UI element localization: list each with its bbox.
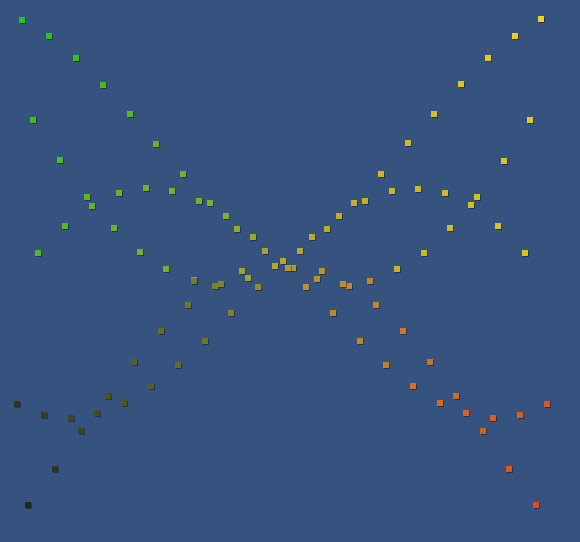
particle-top-right-arm-0	[538, 16, 544, 22]
particle-bottom-left-arm-18	[255, 284, 261, 290]
particle-top-right-arm-12	[474, 194, 480, 200]
particle-bottom-left-arm-17	[218, 281, 224, 287]
particle-bottom-left-arm-5	[78, 428, 84, 434]
particle-bottom-left-arm-14	[185, 302, 191, 308]
particle-top-left-arm-0	[19, 17, 25, 23]
particle-bottom-left-arm-2	[14, 401, 20, 407]
particle-bottom-left-arm-7	[105, 393, 111, 399]
particle-top-right-arm-7	[501, 158, 507, 164]
particle-top-right-arm-2	[485, 55, 491, 61]
particle-bottom-right-arm-6	[463, 410, 469, 416]
particle-bottom-left-arm-1	[52, 466, 58, 472]
particle-top-left-arm-11	[143, 185, 149, 191]
particle-top-left-arm-2	[73, 55, 79, 61]
particle-top-right-arm-9	[415, 186, 421, 192]
particle-bottom-right-arm-21	[319, 268, 325, 274]
particle-top-left-arm-3	[100, 82, 106, 88]
particle-top-left-arm-15	[207, 200, 213, 206]
particle-top-left-arm-21	[137, 249, 143, 255]
particle-top-right-arm-19	[324, 226, 330, 232]
particle-top-right-arm-4	[431, 111, 437, 117]
particle-bottom-right-arm-14	[373, 302, 379, 308]
particle-top-right-arm-20	[309, 234, 315, 240]
particle-bottom-right-arm-17	[340, 281, 346, 287]
particle-bottom-right-arm-12	[400, 328, 406, 334]
particle-top-right-arm-22	[522, 250, 528, 256]
particle-bottom-left-arm-19	[191, 278, 197, 284]
particle-bottom-left-arm-0	[25, 502, 31, 508]
particle-top-right-arm-11	[442, 190, 448, 196]
particle-top-left-arm-1	[46, 33, 52, 39]
particle-top-left-arm-5	[127, 111, 133, 117]
particle-bottom-right-arm-3	[517, 412, 523, 418]
particle-bottom-right-arm-10	[427, 359, 433, 365]
particle-bottom-left-arm-9	[148, 383, 154, 389]
particle-bottom-left-arm-13	[202, 338, 208, 344]
particle-top-left-arm-20	[35, 250, 41, 256]
particle-bottom-right-arm-13	[357, 338, 363, 344]
particle-top-left-arm-8	[180, 171, 186, 177]
particle-top-right-arm-14	[362, 198, 368, 204]
particle-bottom-left-arm-12	[158, 328, 164, 334]
particle-bottom-right-arm-19	[367, 278, 373, 284]
particle-bottom-left-arm-4	[68, 415, 74, 421]
particle-top-left-arm-23	[262, 248, 268, 254]
particle-top-left-arm-9	[84, 194, 90, 200]
particle-top-left-arm-17	[111, 225, 117, 231]
particle-bottom-left-arm-10	[131, 359, 137, 365]
particle-bottom-right-arm-15	[330, 310, 336, 316]
particle-bottom-right-arm-11	[383, 362, 389, 368]
particle-top-left-arm-18	[223, 213, 229, 219]
particle-top-left-arm-19	[234, 226, 240, 232]
particle-bottom-right-arm-20	[314, 276, 320, 282]
particle-bottom-right-arm-22	[290, 265, 296, 271]
particle-top-left-arm-22	[250, 234, 256, 240]
particle-top-right-arm-17	[447, 225, 453, 231]
particle-top-left-arm-10	[116, 190, 122, 196]
particle-bottom-left-arm-3	[41, 412, 47, 418]
particle-top-left-arm-13	[89, 203, 95, 209]
particle-top-right-arm-18	[495, 223, 501, 229]
particle-top-right-arm-24	[394, 266, 400, 272]
particle-bottom-left-arm-6	[94, 410, 100, 416]
particle-bottom-right-arm-23	[285, 265, 291, 271]
particle-top-left-arm-7	[57, 157, 63, 163]
particle-bottom-right-arm-8	[437, 400, 443, 406]
particle-bottom-right-arm-4	[490, 415, 496, 421]
particle-top-right-arm-21	[421, 250, 427, 256]
particle-bottom-right-arm-2	[544, 401, 550, 407]
particle-top-right-arm-25	[280, 258, 286, 264]
particle-top-right-arm-26	[272, 263, 278, 269]
particle-top-left-arm-4	[30, 117, 36, 123]
particle-bottom-right-arm-5	[480, 428, 486, 434]
particle-bottom-right-arm-0	[533, 502, 539, 508]
particle-top-left-arm-12	[169, 188, 175, 194]
particle-bottom-left-arm-15	[228, 310, 234, 316]
particle-top-left-arm-16	[62, 223, 68, 229]
particle-bottom-left-arm-16	[212, 283, 218, 289]
particle-top-right-arm-5	[527, 117, 533, 123]
particle-top-right-arm-3	[458, 81, 464, 87]
particle-bottom-right-arm-7	[453, 393, 459, 399]
particle-top-left-arm-6	[153, 141, 159, 147]
particle-top-right-arm-8	[378, 171, 384, 177]
particle-top-right-arm-15	[351, 200, 357, 206]
particle-bottom-right-arm-18	[303, 284, 309, 290]
particle-top-right-arm-23	[297, 248, 303, 254]
particle-top-left-arm-24	[163, 266, 169, 272]
particle-bottom-right-arm-16	[346, 283, 352, 289]
particle-top-left-arm-26	[239, 268, 245, 274]
particle-top-right-arm-6	[405, 140, 411, 146]
particle-top-left-arm-14	[196, 198, 202, 204]
particle-bottom-right-arm-1	[506, 466, 512, 472]
particle-bottom-left-arm-8	[121, 400, 127, 406]
particle-top-right-arm-1	[512, 33, 518, 39]
particle-bottom-right-arm-9	[410, 383, 416, 389]
particle-bottom-left-arm-11	[175, 362, 181, 368]
particle-top-left-arm-27	[245, 275, 251, 281]
particle-top-right-arm-10	[389, 188, 395, 194]
particle-top-right-arm-16	[336, 213, 342, 219]
particle-top-right-arm-13	[468, 202, 474, 208]
